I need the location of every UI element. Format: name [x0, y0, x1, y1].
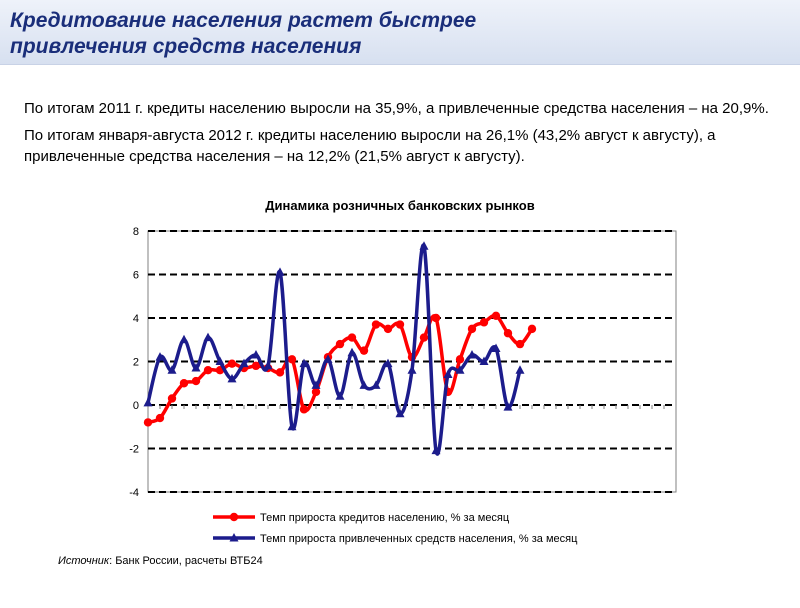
series-2-point: [395, 408, 405, 418]
chart-title: Динамика розничных банковских рынков: [265, 198, 535, 213]
source-text: : Банк России, расчеты ВТБ24: [109, 555, 263, 567]
series-1-point: [311, 387, 321, 397]
source-note: Источник: Банк России, расчеты ВТБ24: [58, 555, 263, 567]
series-1-point: [455, 355, 465, 364]
series-2-point: [479, 356, 489, 365]
series-2-point: [167, 365, 177, 374]
series-1-point: [503, 329, 513, 338]
y-tick-label: 2: [133, 357, 139, 369]
series-1-point: [203, 366, 213, 375]
series-2-point: [179, 334, 189, 344]
series-2-point: [455, 365, 465, 374]
series-2-point: [287, 421, 297, 431]
series-1-point: [227, 359, 237, 368]
slide-title-line2: привлечения средств населения: [10, 35, 362, 58]
series-2-point: [191, 363, 201, 372]
summary-text: По итогам 2011 г. кредиты населению выро…: [24, 98, 784, 173]
y-tick-label: 0: [133, 400, 139, 412]
y-tick-label: 6: [133, 270, 139, 282]
series-2-point: [467, 349, 477, 359]
y-tick-label: -2: [129, 444, 139, 456]
series-2-point: [515, 365, 525, 374]
series-1-point: [143, 418, 153, 427]
series-2-point: [407, 365, 417, 374]
series-2-point: [503, 402, 513, 411]
series-2-point: [215, 356, 225, 365]
legend-label-1: Темп прироста кредитов населению, % за м…: [260, 512, 510, 524]
series-1-point: [479, 318, 489, 327]
series-2-point: [491, 343, 501, 352]
series-1-point: [431, 313, 441, 323]
series-1-point: [419, 333, 429, 342]
series-1-point: [359, 346, 369, 355]
series-1-point: [491, 311, 501, 321]
slide-header: Кредитование населения растет быстрее пр…: [0, 0, 800, 65]
series-2-point: [383, 358, 393, 368]
series-2-point: [203, 332, 213, 342]
series-1-point: [167, 394, 177, 403]
series-2-point: [155, 352, 165, 361]
series-2-point: [431, 445, 441, 455]
series-line-2: [146, 243, 522, 456]
series-1-point: [395, 320, 405, 329]
series-1-point: [299, 405, 309, 414]
series-2-point: [371, 380, 381, 389]
series-2-point: [263, 360, 273, 370]
summary-paragraph-2012: По итогам января-августа 2012 г. кредиты…: [24, 127, 716, 165]
series-2-point: [419, 241, 429, 250]
series-1-point: [287, 355, 297, 364]
slide-title: Кредитование населения растет быстрее пр…: [10, 8, 476, 60]
series-2-point: [335, 391, 345, 400]
slide-title-line1: Кредитование населения растет быстрее: [10, 9, 477, 32]
series-2-point: [299, 358, 309, 368]
legend-marker-2: [229, 533, 239, 542]
series-2-point: [227, 373, 237, 383]
series-1-point: [251, 361, 261, 371]
series-2-point: [359, 380, 369, 389]
series-1-point: [515, 339, 525, 349]
y-tick-label: -4: [129, 487, 139, 499]
series-2-point: [275, 267, 285, 276]
series-1-point: [371, 320, 381, 329]
series-1-point: [467, 324, 477, 334]
series-1-point: [383, 324, 393, 334]
source-label: Источник: [58, 555, 110, 567]
series-2-point: [143, 397, 153, 407]
series-1-point: [275, 368, 285, 377]
series-1-point: [191, 376, 201, 386]
series-1-point: [155, 413, 165, 423]
series-2-point: [251, 349, 261, 359]
series-1-point: [179, 379, 189, 388]
series-1-point: [335, 339, 345, 349]
series-2-point: [311, 380, 321, 389]
series-2-point: [323, 354, 333, 363]
series-2-point: [239, 358, 249, 368]
series-2-point: [347, 347, 357, 357]
y-tick-label: 4: [133, 313, 139, 325]
series-2-point: [443, 369, 453, 379]
series-1-point: [347, 333, 357, 342]
legend-label-2: Темп прироста привлеченных средств насел…: [260, 533, 578, 545]
y-tick-label: 8: [133, 226, 139, 238]
series-1-point: [527, 324, 537, 334]
summary-paragraph-2011: По итогам 2011 г. кредиты населению выро…: [24, 100, 769, 117]
legend-marker-1: [229, 512, 239, 522]
